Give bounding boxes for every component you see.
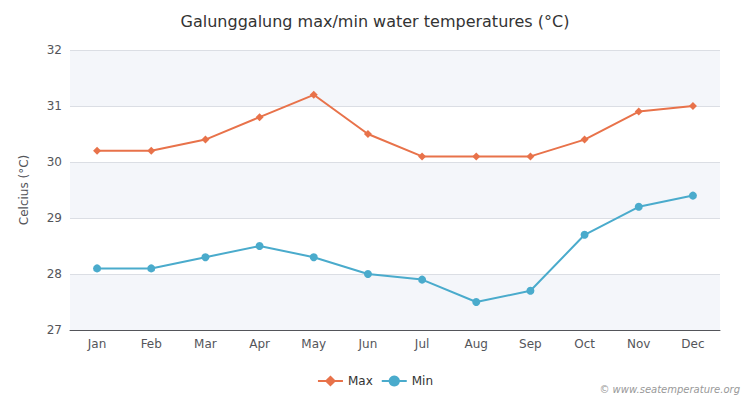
- svg-text:Oct: Oct: [574, 337, 595, 351]
- svg-text:May: May: [301, 337, 326, 351]
- svg-text:Jul: Jul: [414, 337, 429, 351]
- svg-text:27: 27: [47, 323, 62, 337]
- svg-text:Aug: Aug: [465, 337, 488, 351]
- svg-text:Mar: Mar: [194, 337, 217, 351]
- svg-text:Max: Max: [348, 374, 373, 388]
- svg-text:Nov: Nov: [627, 337, 650, 351]
- svg-text:31: 31: [47, 99, 62, 113]
- svg-text:Apr: Apr: [249, 337, 270, 351]
- svg-text:Feb: Feb: [141, 337, 162, 351]
- svg-text:29: 29: [47, 211, 62, 225]
- svg-text:Jan: Jan: [87, 337, 107, 351]
- svg-text:© www.seatemperature.org: © www.seatemperature.org: [599, 384, 740, 395]
- svg-text:Galunggalung max/min water tem: Galunggalung max/min water temperatures …: [181, 12, 570, 31]
- svg-text:Jun: Jun: [358, 337, 378, 351]
- svg-text:Sep: Sep: [519, 337, 542, 351]
- svg-text:28: 28: [47, 267, 62, 281]
- svg-text:Celcius (°C): Celcius (°C): [17, 155, 31, 225]
- svg-text:32: 32: [47, 43, 62, 57]
- svg-text:Dec: Dec: [681, 337, 704, 351]
- svg-text:Min: Min: [412, 374, 433, 388]
- svg-text:30: 30: [47, 155, 62, 169]
